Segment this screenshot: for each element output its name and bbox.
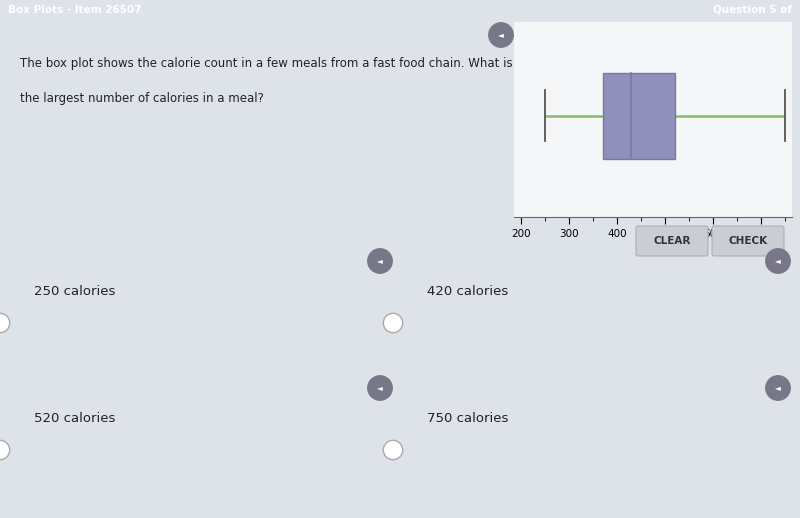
Text: CLEAR: CLEAR bbox=[654, 236, 690, 246]
Text: 250 calories: 250 calories bbox=[34, 284, 115, 298]
FancyBboxPatch shape bbox=[636, 226, 708, 256]
Circle shape bbox=[766, 376, 790, 400]
Text: the largest number of calories in a meal?: the largest number of calories in a meal… bbox=[20, 92, 264, 105]
Circle shape bbox=[368, 376, 392, 400]
Text: ◄: ◄ bbox=[377, 256, 383, 266]
Circle shape bbox=[0, 440, 10, 459]
Circle shape bbox=[0, 313, 10, 333]
Text: The box plot shows the calorie count in a few meals from a fast food chain. What: The box plot shows the calorie count in … bbox=[20, 57, 513, 70]
Text: ◄: ◄ bbox=[377, 383, 383, 393]
Text: ◄: ◄ bbox=[775, 256, 781, 266]
Circle shape bbox=[383, 313, 402, 333]
FancyBboxPatch shape bbox=[712, 226, 784, 256]
Circle shape bbox=[489, 23, 514, 47]
Text: Box Plots - Item 26507: Box Plots - Item 26507 bbox=[8, 5, 142, 15]
Text: 520 calories: 520 calories bbox=[34, 412, 115, 425]
Circle shape bbox=[368, 249, 392, 273]
Text: Question 5 of: Question 5 of bbox=[713, 5, 792, 15]
Text: ◄: ◄ bbox=[498, 31, 504, 39]
Text: CHECK: CHECK bbox=[729, 236, 767, 246]
Circle shape bbox=[383, 440, 402, 459]
Bar bbox=[602, 73, 674, 159]
Text: 750 calories: 750 calories bbox=[426, 412, 508, 425]
Text: ◄: ◄ bbox=[775, 383, 781, 393]
Text: 420 calories: 420 calories bbox=[426, 284, 508, 298]
Circle shape bbox=[766, 249, 790, 273]
